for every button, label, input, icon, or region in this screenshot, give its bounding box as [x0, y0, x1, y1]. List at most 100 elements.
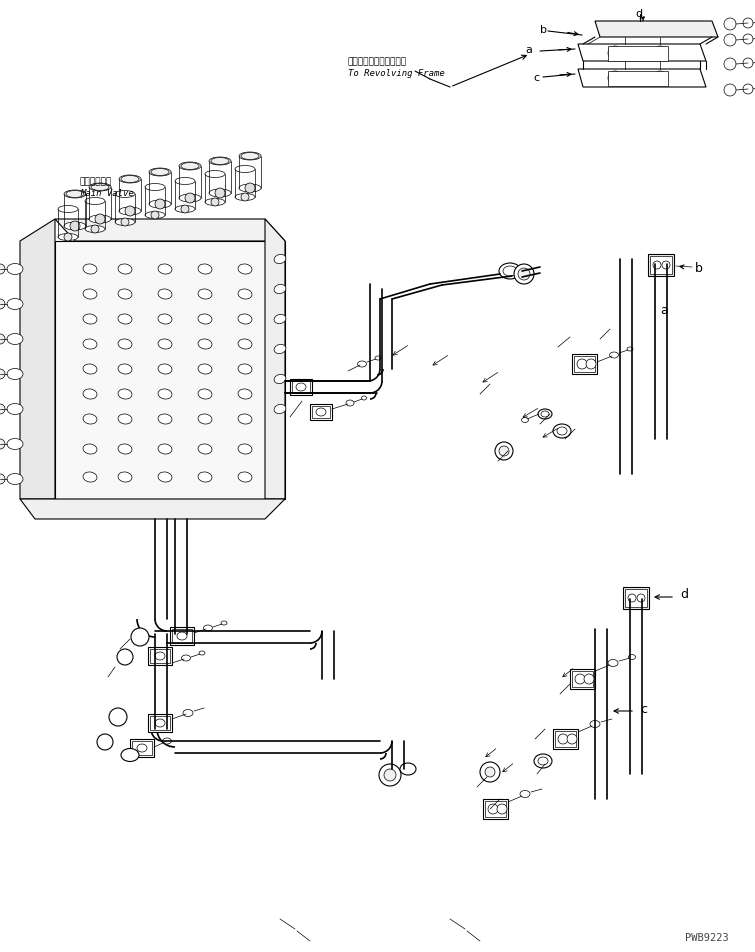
Bar — [648, 255, 674, 277]
Ellipse shape — [627, 347, 633, 351]
Circle shape — [64, 234, 72, 242]
Ellipse shape — [162, 738, 171, 744]
Circle shape — [0, 440, 5, 449]
Circle shape — [743, 59, 753, 69]
Circle shape — [0, 265, 5, 275]
Circle shape — [653, 72, 667, 86]
Ellipse shape — [158, 365, 172, 375]
Circle shape — [0, 405, 5, 414]
Polygon shape — [578, 69, 706, 88]
Text: Main Valve: Main Valve — [80, 188, 134, 197]
Ellipse shape — [274, 255, 286, 265]
Ellipse shape — [198, 314, 212, 325]
Ellipse shape — [181, 164, 199, 170]
Circle shape — [495, 443, 513, 461]
Ellipse shape — [346, 401, 354, 407]
Circle shape — [558, 734, 568, 744]
Ellipse shape — [83, 389, 97, 400]
Ellipse shape — [7, 369, 23, 380]
Ellipse shape — [211, 158, 229, 166]
Text: a: a — [525, 45, 532, 55]
Ellipse shape — [118, 445, 132, 454]
Ellipse shape — [316, 408, 326, 417]
Ellipse shape — [179, 195, 201, 203]
Polygon shape — [595, 22, 718, 38]
Circle shape — [379, 764, 401, 786]
Bar — [623, 587, 649, 609]
Ellipse shape — [118, 289, 132, 300]
Ellipse shape — [238, 340, 252, 349]
Bar — [553, 729, 578, 749]
Ellipse shape — [238, 414, 252, 425]
Ellipse shape — [7, 265, 23, 275]
Ellipse shape — [121, 176, 139, 184]
Circle shape — [575, 674, 585, 684]
Ellipse shape — [83, 340, 97, 349]
Text: c: c — [640, 703, 647, 716]
Circle shape — [0, 335, 5, 345]
Polygon shape — [20, 220, 55, 500]
Circle shape — [97, 734, 113, 750]
Bar — [625, 589, 647, 607]
Ellipse shape — [7, 474, 23, 485]
Ellipse shape — [91, 185, 109, 191]
Bar — [483, 799, 508, 819]
Text: b: b — [695, 261, 703, 274]
Ellipse shape — [238, 314, 252, 325]
Ellipse shape — [85, 198, 105, 206]
Ellipse shape — [66, 191, 84, 198]
Circle shape — [185, 194, 195, 204]
Ellipse shape — [119, 176, 141, 184]
Ellipse shape — [358, 362, 366, 367]
Ellipse shape — [362, 397, 366, 401]
Ellipse shape — [296, 384, 306, 391]
Circle shape — [181, 206, 189, 214]
Ellipse shape — [58, 207, 78, 213]
Circle shape — [514, 265, 534, 285]
Ellipse shape — [522, 418, 528, 423]
Circle shape — [724, 35, 736, 47]
Text: a: a — [660, 303, 667, 316]
Bar — [608, 72, 668, 87]
Ellipse shape — [238, 445, 252, 454]
Text: c: c — [533, 73, 539, 83]
Bar — [150, 716, 170, 730]
Ellipse shape — [274, 345, 286, 354]
Text: To Revolving Frame: To Revolving Frame — [348, 69, 445, 78]
Circle shape — [724, 85, 736, 97]
Polygon shape — [265, 220, 285, 500]
Ellipse shape — [183, 710, 193, 717]
Ellipse shape — [149, 201, 171, 208]
Ellipse shape — [118, 365, 132, 375]
Circle shape — [497, 804, 507, 814]
Ellipse shape — [205, 199, 225, 207]
Circle shape — [245, 184, 255, 194]
Ellipse shape — [64, 190, 86, 199]
Bar — [650, 257, 672, 275]
Ellipse shape — [7, 439, 23, 450]
Circle shape — [70, 222, 80, 231]
Bar — [312, 407, 330, 419]
Circle shape — [724, 19, 736, 31]
Ellipse shape — [205, 171, 225, 178]
Polygon shape — [578, 45, 706, 62]
Ellipse shape — [375, 357, 381, 361]
Ellipse shape — [158, 414, 172, 425]
Circle shape — [109, 708, 127, 726]
Ellipse shape — [145, 212, 165, 219]
Ellipse shape — [175, 178, 195, 186]
Ellipse shape — [137, 744, 147, 752]
Circle shape — [653, 47, 667, 61]
Circle shape — [577, 360, 587, 369]
Ellipse shape — [198, 389, 212, 400]
Bar — [290, 380, 312, 396]
Circle shape — [608, 47, 622, 61]
Ellipse shape — [274, 375, 286, 385]
Ellipse shape — [89, 216, 111, 224]
Ellipse shape — [235, 194, 255, 201]
Circle shape — [637, 594, 645, 603]
Ellipse shape — [158, 340, 172, 349]
Ellipse shape — [118, 472, 132, 483]
Ellipse shape — [553, 425, 571, 439]
Polygon shape — [55, 220, 285, 242]
